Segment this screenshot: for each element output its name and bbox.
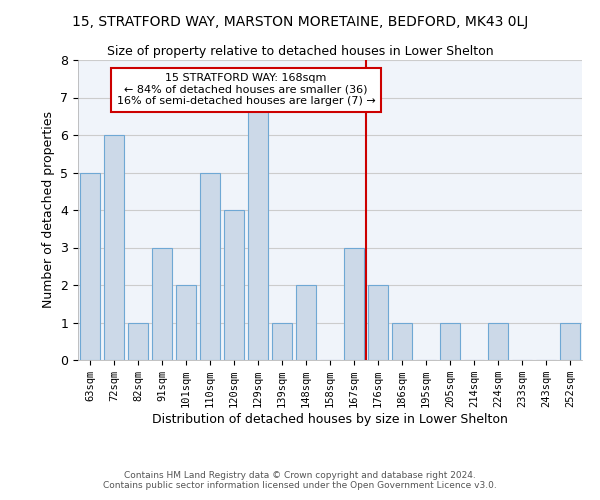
Bar: [152, 248, 172, 360]
Bar: [392, 322, 412, 360]
X-axis label: Distribution of detached houses by size in Lower Shelton: Distribution of detached houses by size …: [152, 413, 508, 426]
Bar: [128, 322, 148, 360]
Bar: [176, 285, 196, 360]
Bar: [368, 285, 388, 360]
Bar: [488, 322, 508, 360]
Text: 15, STRATFORD WAY, MARSTON MORETAINE, BEDFORD, MK43 0LJ: 15, STRATFORD WAY, MARSTON MORETAINE, BE…: [72, 15, 528, 29]
Bar: [80, 172, 100, 360]
Bar: [224, 210, 244, 360]
Text: 15 STRATFORD WAY: 168sqm
← 84% of detached houses are smaller (36)
16% of semi-d: 15 STRATFORD WAY: 168sqm ← 84% of detach…: [116, 73, 376, 106]
Bar: [272, 322, 292, 360]
Bar: [200, 172, 220, 360]
Text: Size of property relative to detached houses in Lower Shelton: Size of property relative to detached ho…: [107, 45, 493, 58]
Bar: [344, 248, 364, 360]
Bar: [440, 322, 460, 360]
Bar: [560, 322, 580, 360]
Text: Contains HM Land Registry data © Crown copyright and database right 2024.
Contai: Contains HM Land Registry data © Crown c…: [103, 470, 497, 490]
Bar: [104, 135, 124, 360]
Y-axis label: Number of detached properties: Number of detached properties: [42, 112, 55, 308]
Bar: [296, 285, 316, 360]
Bar: [248, 98, 268, 360]
